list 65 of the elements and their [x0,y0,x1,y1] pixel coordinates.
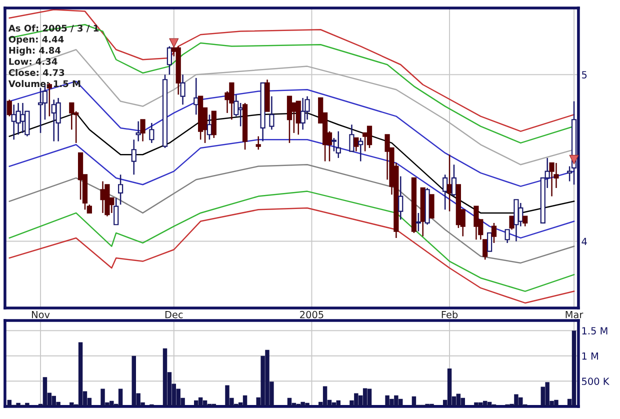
bar [447,368,452,406]
candlestick [509,216,514,230]
candlestick [354,137,359,152]
bar [42,377,48,406]
y-tick-label: 4 [582,238,587,245]
candlestick [118,174,124,206]
candlestick [482,239,488,260]
annotation: Low: 4.34 [9,58,58,65]
candlestick [336,130,341,159]
candlestick [269,96,274,130]
candlestick [38,87,44,134]
x-tick-label: Mar [566,311,584,318]
line-series [8,164,575,264]
candlestick [398,176,404,220]
candlestick [166,46,172,76]
candlestick [416,212,421,232]
line-series [8,139,575,239]
candlestick [56,97,61,142]
bar [322,386,328,406]
candlestick [486,232,492,252]
candlestick [442,174,448,210]
x-tick-label: Nov [32,311,50,318]
candlestick [211,110,216,139]
line-series [8,9,575,132]
bar [162,348,168,406]
annotation: High: 4.84 [9,46,61,56]
bar [70,402,74,406]
bar [572,330,576,406]
candlestick [522,216,528,227]
candlestick [180,74,186,106]
candlestick [358,137,364,162]
bar [78,342,83,406]
y-tick-label: 1.5 M [582,327,608,334]
candlestick [451,164,457,197]
line-series [8,80,575,187]
candlestick [429,194,434,219]
candlestick [474,206,479,240]
candlestick [131,139,136,176]
bar [367,388,372,406]
x-tick-label: Feb [442,310,458,318]
annotation: Open: 4.44 [8,36,64,44]
candlestick [114,197,119,226]
y-tick-label: 500 K [582,378,610,385]
line-series [8,207,575,304]
line-series [8,190,575,292]
bar [456,394,461,406]
candlestick [296,100,301,136]
x-tick-label: 2005 [300,310,324,318]
candlestick [349,124,354,152]
candlestick [491,222,497,244]
y-tick-label: 5 [582,71,587,78]
bar [362,388,368,406]
candlestick [149,122,154,144]
bar [118,388,123,406]
candlestick [256,136,261,150]
candlestick [446,154,452,212]
candlestick [6,99,12,117]
candlestick [366,126,372,149]
candlestick [286,96,292,144]
candlestick [16,102,21,136]
candlestick [140,119,146,142]
annotation: Close: 4.73 [8,68,64,76]
candlestick [504,229,510,244]
y-tick-label: 1 M [582,352,598,360]
x-tick-label: Dec [165,311,183,318]
